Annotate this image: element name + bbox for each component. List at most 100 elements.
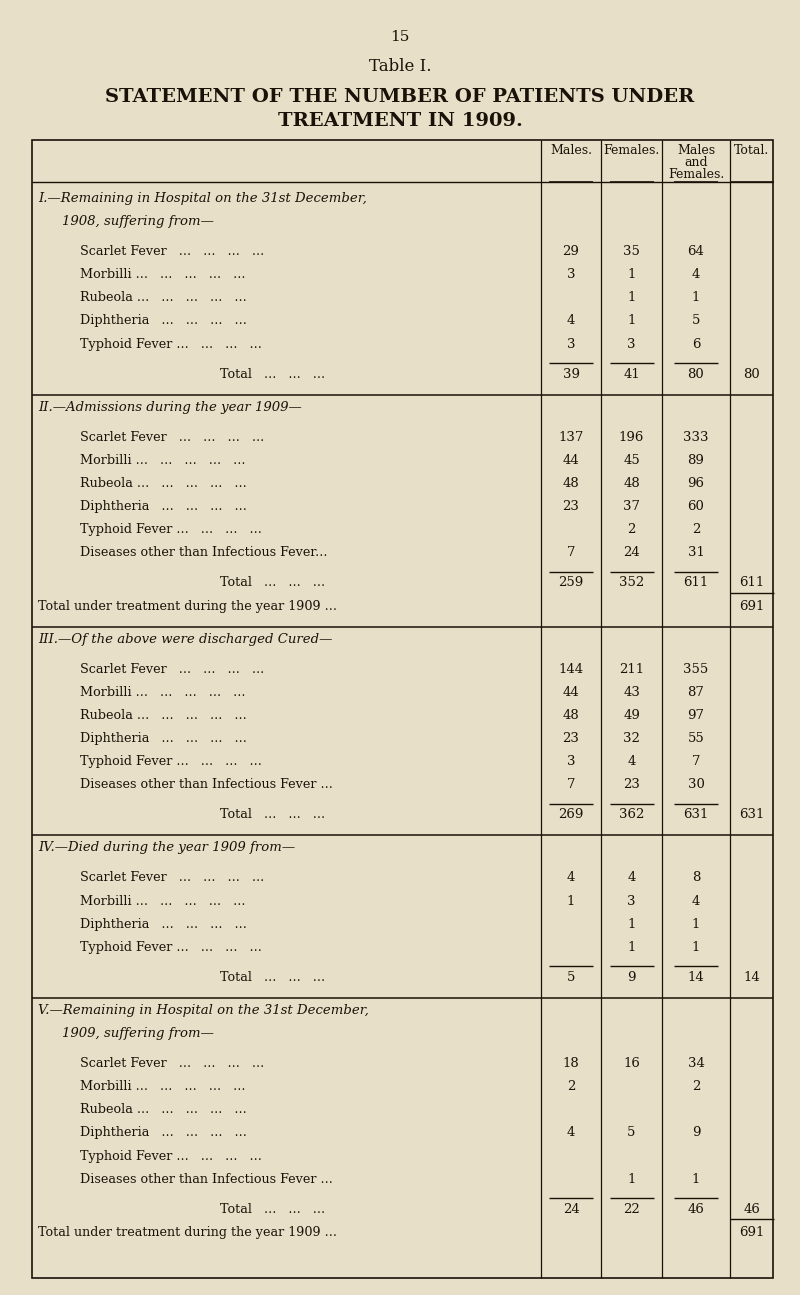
Text: 45: 45 (623, 455, 640, 467)
Text: Males.: Males. (550, 144, 592, 157)
Text: V.—Remaining in Hospital on the 31st December,: V.—Remaining in Hospital on the 31st Dec… (38, 1004, 369, 1017)
Text: 355: 355 (683, 663, 709, 676)
Text: 1: 1 (627, 315, 636, 328)
Text: Rubeola ...   ...   ...   ...   ...: Rubeola ... ... ... ... ... (80, 1103, 246, 1116)
Text: 611: 611 (683, 576, 709, 589)
Text: 3: 3 (627, 895, 636, 908)
Text: Total   ...   ...   ...: Total ... ... ... (220, 576, 325, 589)
Text: Diphtheria   ...   ...   ...   ...: Diphtheria ... ... ... ... (80, 918, 247, 931)
Text: 1: 1 (567, 895, 575, 908)
Text: 24: 24 (562, 1203, 579, 1216)
Text: Morbilli ...   ...   ...   ...   ...: Morbilli ... ... ... ... ... (80, 455, 246, 467)
Text: Morbilli ...   ...   ...   ...   ...: Morbilli ... ... ... ... ... (80, 268, 246, 281)
Text: 87: 87 (687, 686, 705, 699)
Text: 7: 7 (566, 778, 575, 791)
Text: Typhoid Fever ...   ...   ...   ...: Typhoid Fever ... ... ... ... (80, 755, 262, 768)
Text: Scarlet Fever   ...   ...   ...   ...: Scarlet Fever ... ... ... ... (80, 872, 264, 884)
Text: Females.: Females. (603, 144, 660, 157)
Text: 37: 37 (623, 500, 640, 513)
Text: 48: 48 (562, 477, 579, 490)
Text: 6: 6 (692, 338, 700, 351)
Text: III.—Of the above were discharged Cured—: III.—Of the above were discharged Cured— (38, 633, 332, 646)
Text: 8: 8 (692, 872, 700, 884)
Text: 3: 3 (566, 755, 575, 768)
Text: 96: 96 (687, 477, 705, 490)
Text: 30: 30 (687, 778, 705, 791)
Text: 97: 97 (687, 708, 705, 721)
Text: 2: 2 (567, 1080, 575, 1093)
Text: TREATMENT IN 1909.: TREATMENT IN 1909. (278, 111, 522, 130)
Text: Diphtheria   ...   ...   ...   ...: Diphtheria ... ... ... ... (80, 315, 247, 328)
Text: 9: 9 (692, 1127, 700, 1140)
Text: 1909, suffering from—: 1909, suffering from— (62, 1027, 214, 1040)
Text: 44: 44 (562, 455, 579, 467)
Text: Diseases other than Infectious Fever...: Diseases other than Infectious Fever... (80, 546, 327, 559)
Text: 3: 3 (566, 268, 575, 281)
Text: 4: 4 (567, 872, 575, 884)
Text: 9: 9 (627, 971, 636, 984)
Text: 631: 631 (739, 808, 764, 821)
Text: 29: 29 (562, 245, 579, 258)
Text: Diseases other than Infectious Fever ...: Diseases other than Infectious Fever ... (80, 778, 333, 791)
Text: Rubeola ...   ...   ...   ...   ...: Rubeola ... ... ... ... ... (80, 477, 246, 490)
Text: 691: 691 (739, 600, 764, 613)
Text: Scarlet Fever   ...   ...   ...   ...: Scarlet Fever ... ... ... ... (80, 663, 264, 676)
Text: 2: 2 (692, 1080, 700, 1093)
Text: 89: 89 (687, 455, 705, 467)
Text: 14: 14 (743, 971, 760, 984)
Text: Morbilli ...   ...   ...   ...   ...: Morbilli ... ... ... ... ... (80, 895, 246, 908)
Bar (32, 140, 773, 1278)
Text: Typhoid Fever ...   ...   ...   ...: Typhoid Fever ... ... ... ... (80, 940, 262, 953)
Text: 4: 4 (692, 895, 700, 908)
Text: 23: 23 (623, 778, 640, 791)
Text: and: and (684, 155, 708, 170)
Text: 352: 352 (619, 576, 644, 589)
Text: Total   ...   ...   ...: Total ... ... ... (220, 368, 325, 381)
Text: Typhoid Fever ...   ...   ...   ...: Typhoid Fever ... ... ... ... (80, 338, 262, 351)
Text: 55: 55 (688, 732, 704, 745)
Text: Males: Males (677, 144, 715, 157)
Text: 1: 1 (692, 291, 700, 304)
Text: Diphtheria   ...   ...   ...   ...: Diphtheria ... ... ... ... (80, 500, 247, 513)
Text: 3: 3 (627, 338, 636, 351)
Text: 7: 7 (566, 546, 575, 559)
Text: 5: 5 (692, 315, 700, 328)
Text: 211: 211 (619, 663, 644, 676)
Text: 1: 1 (627, 268, 636, 281)
Text: Rubeola ...   ...   ...   ...   ...: Rubeola ... ... ... ... ... (80, 708, 246, 721)
Text: 22: 22 (623, 1203, 640, 1216)
Text: 60: 60 (687, 500, 705, 513)
Text: Typhoid Fever ...   ...   ...   ...: Typhoid Fever ... ... ... ... (80, 523, 262, 536)
Text: 7: 7 (692, 755, 700, 768)
Text: 1: 1 (627, 291, 636, 304)
Text: 1: 1 (692, 1172, 700, 1186)
Text: 691: 691 (739, 1226, 764, 1239)
Text: Typhoid Fever ...   ...   ...   ...: Typhoid Fever ... ... ... ... (80, 1150, 262, 1163)
Text: Total under treatment during the year 1909 ...: Total under treatment during the year 19… (38, 1226, 337, 1239)
Text: 196: 196 (619, 431, 644, 444)
Text: 48: 48 (562, 708, 579, 721)
Text: 4: 4 (627, 755, 636, 768)
Text: 64: 64 (687, 245, 705, 258)
Text: 362: 362 (619, 808, 644, 821)
Text: 32: 32 (623, 732, 640, 745)
Text: Total   ...   ...   ...: Total ... ... ... (220, 1203, 325, 1216)
Text: 15: 15 (390, 30, 410, 44)
Text: Scarlet Fever   ...   ...   ...   ...: Scarlet Fever ... ... ... ... (80, 1057, 264, 1070)
Text: Total   ...   ...   ...: Total ... ... ... (220, 971, 325, 984)
Text: 46: 46 (687, 1203, 705, 1216)
Text: STATEMENT OF THE NUMBER OF PATIENTS UNDER: STATEMENT OF THE NUMBER OF PATIENTS UNDE… (106, 88, 694, 106)
Text: 43: 43 (623, 686, 640, 699)
Text: 269: 269 (558, 808, 584, 821)
Text: 80: 80 (688, 368, 704, 381)
Text: 48: 48 (623, 477, 640, 490)
Text: 44: 44 (562, 686, 579, 699)
Text: Rubeola ...   ...   ...   ...   ...: Rubeola ... ... ... ... ... (80, 291, 246, 304)
Text: Table I.: Table I. (369, 58, 431, 75)
Text: 4: 4 (692, 268, 700, 281)
Text: 39: 39 (562, 368, 579, 381)
Text: Scarlet Fever   ...   ...   ...   ...: Scarlet Fever ... ... ... ... (80, 245, 264, 258)
Text: 31: 31 (687, 546, 705, 559)
Text: 23: 23 (562, 732, 579, 745)
Text: Diphtheria   ...   ...   ...   ...: Diphtheria ... ... ... ... (80, 1127, 247, 1140)
